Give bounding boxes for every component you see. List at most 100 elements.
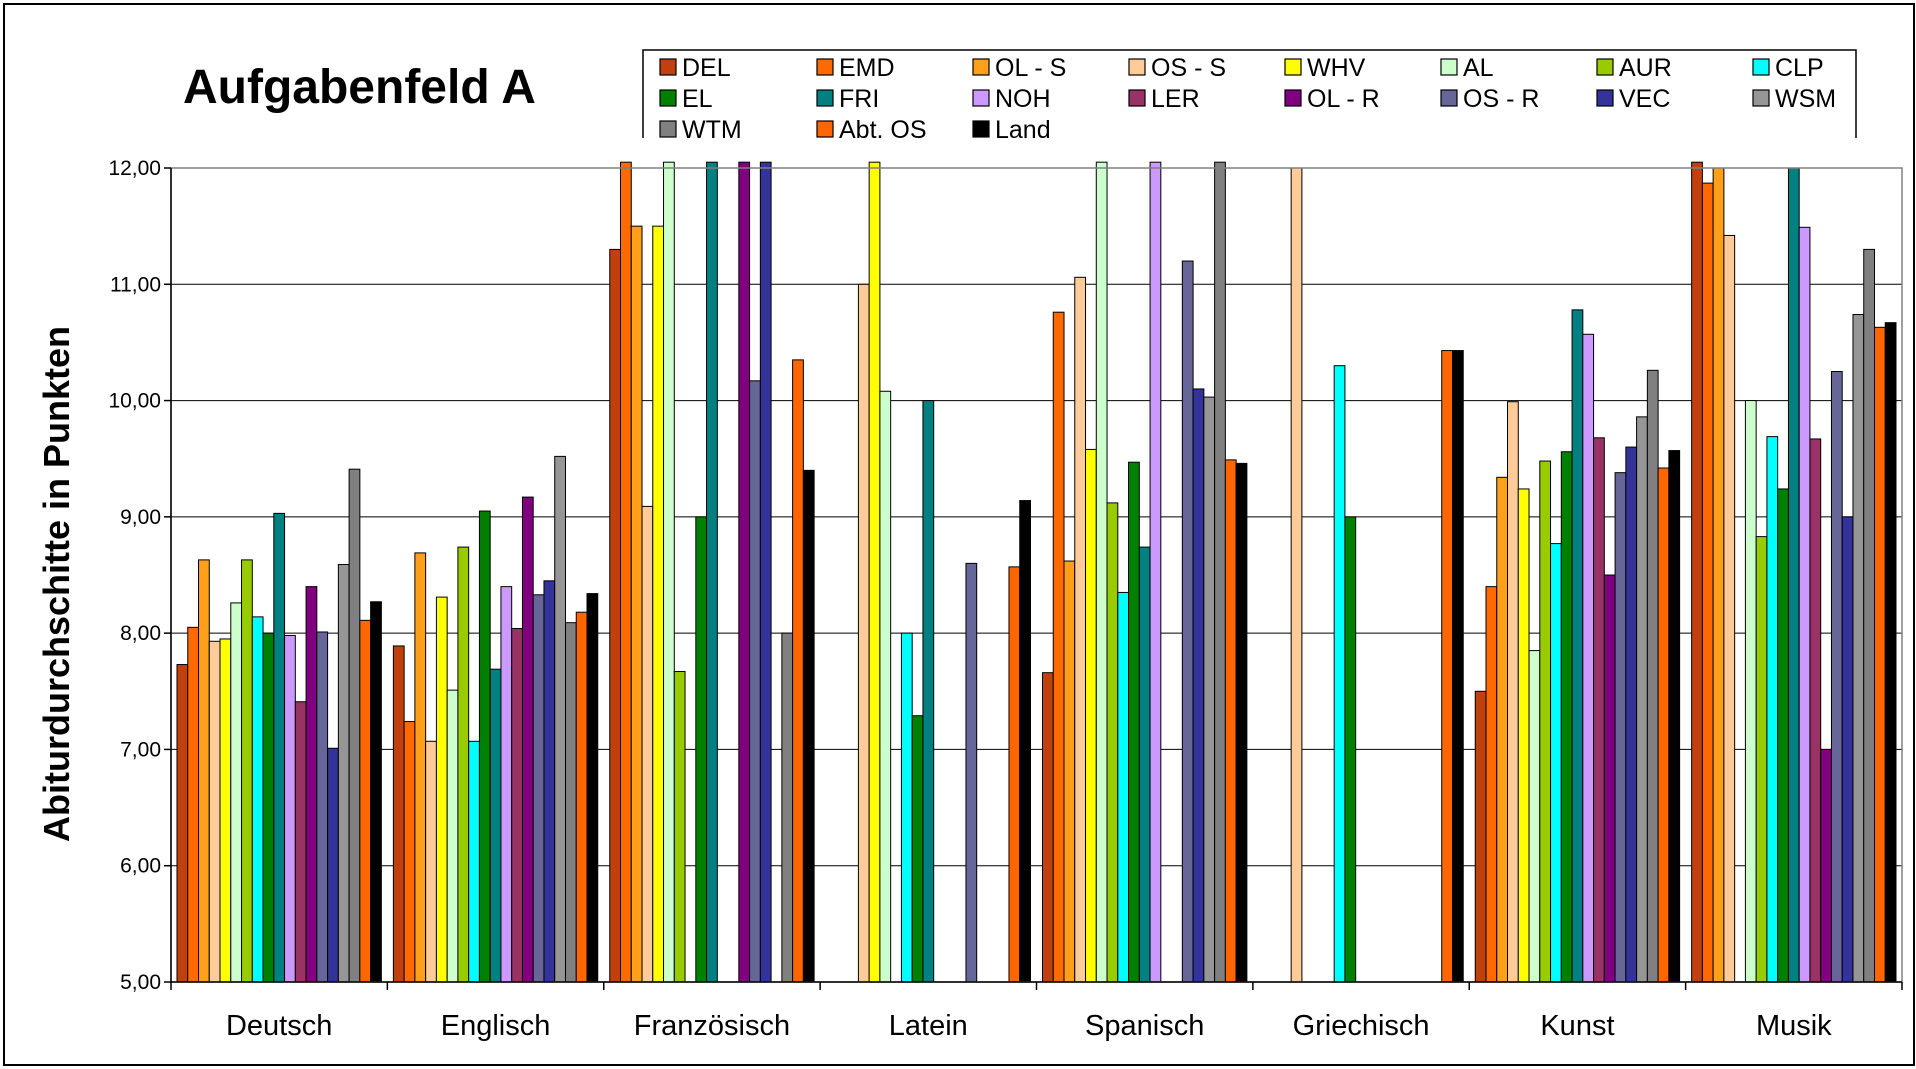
bar xyxy=(695,516,708,983)
bar xyxy=(879,390,892,983)
bar xyxy=(1138,546,1151,983)
x-tick-label: Englisch xyxy=(441,1010,551,1042)
bar xyxy=(1593,437,1605,983)
bar xyxy=(500,586,513,983)
bar xyxy=(327,747,339,983)
legend-swatch xyxy=(816,120,834,138)
bar xyxy=(1571,309,1584,983)
bar xyxy=(521,496,534,983)
bar xyxy=(1224,459,1237,983)
bar xyxy=(1560,451,1573,983)
legend-label: CLP xyxy=(1775,54,1824,82)
bar xyxy=(294,701,307,983)
bar xyxy=(1625,446,1638,983)
y-tick-label: 12,00 xyxy=(108,157,161,180)
bar xyxy=(1798,226,1811,983)
bar xyxy=(857,283,870,983)
bar xyxy=(1668,450,1681,983)
bar xyxy=(663,161,675,983)
bar xyxy=(414,552,427,983)
bar xyxy=(1117,591,1130,983)
bar xyxy=(1052,311,1065,983)
bar xyxy=(1507,401,1519,983)
bar xyxy=(586,593,599,983)
bar xyxy=(370,601,382,983)
bar xyxy=(1646,369,1659,983)
bar xyxy=(348,468,361,983)
bar xyxy=(1766,436,1779,983)
bar xyxy=(1074,276,1087,983)
bar xyxy=(489,668,502,983)
y-tick-label: 8,00 xyxy=(120,622,161,645)
x-tick-label: Kunst xyxy=(1540,1010,1614,1042)
y-tick-label: 5,00 xyxy=(120,971,161,994)
legend-label: OS - R xyxy=(1463,85,1539,113)
legend-label: NOH xyxy=(995,85,1051,113)
bar xyxy=(1841,516,1854,983)
bar xyxy=(435,596,448,983)
y-axis-title: Abiturdurchschitte in Punkten xyxy=(36,326,77,842)
x-tick-label: Deutsch xyxy=(226,1010,332,1042)
y-tick-label: 11,00 xyxy=(110,273,161,296)
bar xyxy=(1019,500,1031,983)
bar xyxy=(230,602,243,983)
bar xyxy=(965,562,978,983)
bar xyxy=(1451,350,1464,983)
bar xyxy=(554,455,566,983)
bar xyxy=(511,627,523,983)
bar xyxy=(900,632,913,983)
bar xyxy=(1008,566,1021,983)
legend-box xyxy=(642,49,1857,148)
bar xyxy=(1691,161,1703,983)
legend-swatch xyxy=(972,120,990,138)
legend-label: LER xyxy=(1151,85,1200,113)
bar xyxy=(1333,365,1346,983)
bar xyxy=(305,586,318,983)
bar xyxy=(1441,350,1453,983)
bar xyxy=(1830,371,1843,983)
bar xyxy=(359,619,372,983)
plot-area: 5,00 6,00 7,00 8,00 9,00 10,00 11,00 12,00 Deuts… xyxy=(108,138,1903,1042)
bar xyxy=(1203,396,1216,983)
bar xyxy=(468,740,480,983)
y-tick-label: 7,00 xyxy=(120,738,161,761)
bar xyxy=(241,559,253,983)
bar xyxy=(478,510,491,983)
bar xyxy=(868,161,881,983)
x-tick-label: Musik xyxy=(1756,1010,1832,1042)
bar xyxy=(759,161,772,983)
y-tick-label: 9,00 xyxy=(120,506,161,529)
bar xyxy=(457,546,470,983)
bar xyxy=(911,715,924,983)
bar xyxy=(1485,586,1498,983)
bar xyxy=(543,580,556,983)
bar xyxy=(532,594,545,983)
bar xyxy=(1777,488,1789,983)
legend-label: DEL xyxy=(682,54,731,82)
bar xyxy=(706,161,718,983)
legend-label: WHV xyxy=(1307,54,1366,82)
x-tick-label: Latein xyxy=(889,1010,968,1042)
legend-label: FRI xyxy=(839,85,879,113)
bar xyxy=(446,689,459,983)
chart-frame: Aufgabenfeld A DEL EMD OL - S OS - S WHV AL AU… xyxy=(3,3,1915,1066)
legend-swatch xyxy=(972,89,990,107)
plot-top-mask xyxy=(171,138,1902,158)
bar xyxy=(802,469,815,983)
legend-label: OL - R xyxy=(1307,85,1380,113)
bar xyxy=(1149,161,1162,983)
x-tick-label: Spanisch xyxy=(1085,1010,1204,1042)
legend-swatch xyxy=(1128,89,1146,107)
bar xyxy=(620,161,632,983)
legend-swatch xyxy=(1596,58,1614,76)
bar xyxy=(1474,690,1487,983)
legend-swatch xyxy=(1752,89,1770,107)
bar xyxy=(1085,448,1097,983)
bar xyxy=(609,248,622,983)
x-tick-label: Französisch xyxy=(634,1010,790,1042)
legend: DEL EMD OL - S OS - S WHV AL AUR CLP EL FRI NOH LER… xyxy=(642,49,1857,148)
bar xyxy=(1128,461,1140,983)
bar xyxy=(1712,167,1725,983)
bar xyxy=(284,634,296,983)
bar xyxy=(792,359,804,983)
